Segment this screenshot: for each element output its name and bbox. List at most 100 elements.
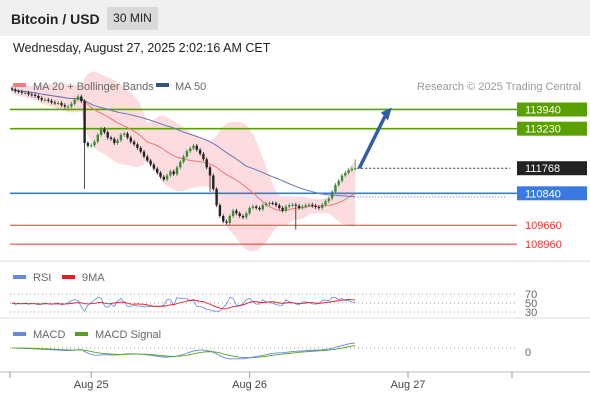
candle (231, 210, 235, 217)
candle (208, 167, 212, 176)
candle (37, 95, 40, 99)
candle (311, 204, 314, 206)
candle (24, 92, 27, 94)
rsi-level-label: 50 (525, 298, 537, 310)
candle (126, 133, 129, 138)
candle (258, 207, 261, 210)
candle (132, 141, 136, 145)
candle (350, 168, 354, 171)
candle (327, 198, 330, 202)
candle (119, 134, 123, 141)
candle (317, 207, 321, 209)
candle (222, 216, 225, 222)
candle (90, 145, 93, 147)
candle (245, 213, 248, 218)
candle (281, 207, 284, 211)
candle (288, 205, 291, 207)
candle (278, 205, 281, 208)
candle (337, 180, 340, 185)
rsi-legend-label: RSI (33, 272, 51, 284)
candle (330, 191, 334, 199)
candle (195, 145, 198, 150)
rsi-ma-legend-swatch (62, 275, 75, 279)
candle (113, 138, 116, 144)
candle (63, 105, 66, 107)
instrument-title: Bitcoin / USD (11, 11, 100, 27)
candle (136, 144, 139, 148)
projection-arrowhead (380, 107, 392, 121)
candle (334, 184, 337, 192)
candle (60, 102, 63, 106)
rsi-line (11, 296, 356, 312)
candle (297, 205, 301, 208)
candle (123, 133, 126, 135)
candle (83, 101, 86, 144)
candle (139, 147, 142, 152)
macd-legend-label: MACD (33, 329, 65, 341)
candle (291, 204, 294, 206)
candle (179, 161, 182, 168)
candle (212, 175, 215, 189)
ma50-line (11, 88, 356, 198)
candle (182, 156, 185, 162)
candle (50, 100, 53, 103)
legend-ma20-swatch (13, 83, 26, 87)
candle (264, 203, 268, 206)
candle (103, 128, 106, 133)
candle (33, 94, 37, 96)
candle (169, 171, 172, 176)
rsi-legend-swatch (13, 275, 26, 279)
candle (307, 204, 311, 206)
resistance-tag (517, 102, 587, 117)
candle (248, 207, 251, 214)
candle (202, 153, 205, 160)
support-label: 108960 (525, 239, 562, 251)
candle (20, 91, 24, 93)
candle (10, 88, 14, 90)
last-price-label: 111768 (525, 163, 560, 175)
candle (80, 96, 83, 102)
candle (165, 175, 169, 180)
candle (304, 205, 307, 207)
last-price-tag (517, 161, 587, 176)
candle (17, 91, 20, 93)
candle (268, 203, 271, 205)
resistance-tag (517, 121, 587, 136)
timeframe-badge[interactable]: 30 MIN (107, 7, 158, 30)
candle (172, 171, 175, 175)
macd-zero-label: 0 (525, 347, 531, 359)
report-datetime: Wednesday, August 27, 2025 2:02:16 AM CE… (13, 41, 271, 55)
candle (96, 134, 99, 142)
resistance-label: 113940 (525, 104, 561, 116)
candle (40, 98, 43, 100)
candle (175, 167, 179, 175)
candle (274, 203, 278, 206)
legend-ma50-swatch (156, 83, 169, 87)
candle (215, 188, 218, 206)
rsi-ma-line (11, 299, 356, 310)
candle (99, 128, 103, 135)
chart-header: Bitcoin / USD 30 MIN (0, 0, 590, 36)
candle (106, 132, 109, 138)
x-tick-label: Aug 25 (74, 379, 109, 391)
candle (241, 216, 245, 218)
candle (129, 137, 132, 142)
candle (228, 216, 231, 223)
candle (27, 92, 30, 95)
candle (314, 205, 317, 208)
candle (284, 206, 288, 211)
candle (47, 99, 50, 101)
candle (162, 176, 165, 180)
candle (30, 94, 33, 96)
candle (146, 156, 149, 161)
candle (324, 201, 327, 205)
candle (156, 168, 159, 173)
candle (76, 96, 80, 100)
candle (109, 137, 113, 139)
legend-ma50-label: MA 50 (175, 81, 206, 93)
candle (53, 102, 57, 104)
candle (149, 160, 152, 165)
candle (294, 204, 297, 206)
candle (218, 205, 222, 217)
